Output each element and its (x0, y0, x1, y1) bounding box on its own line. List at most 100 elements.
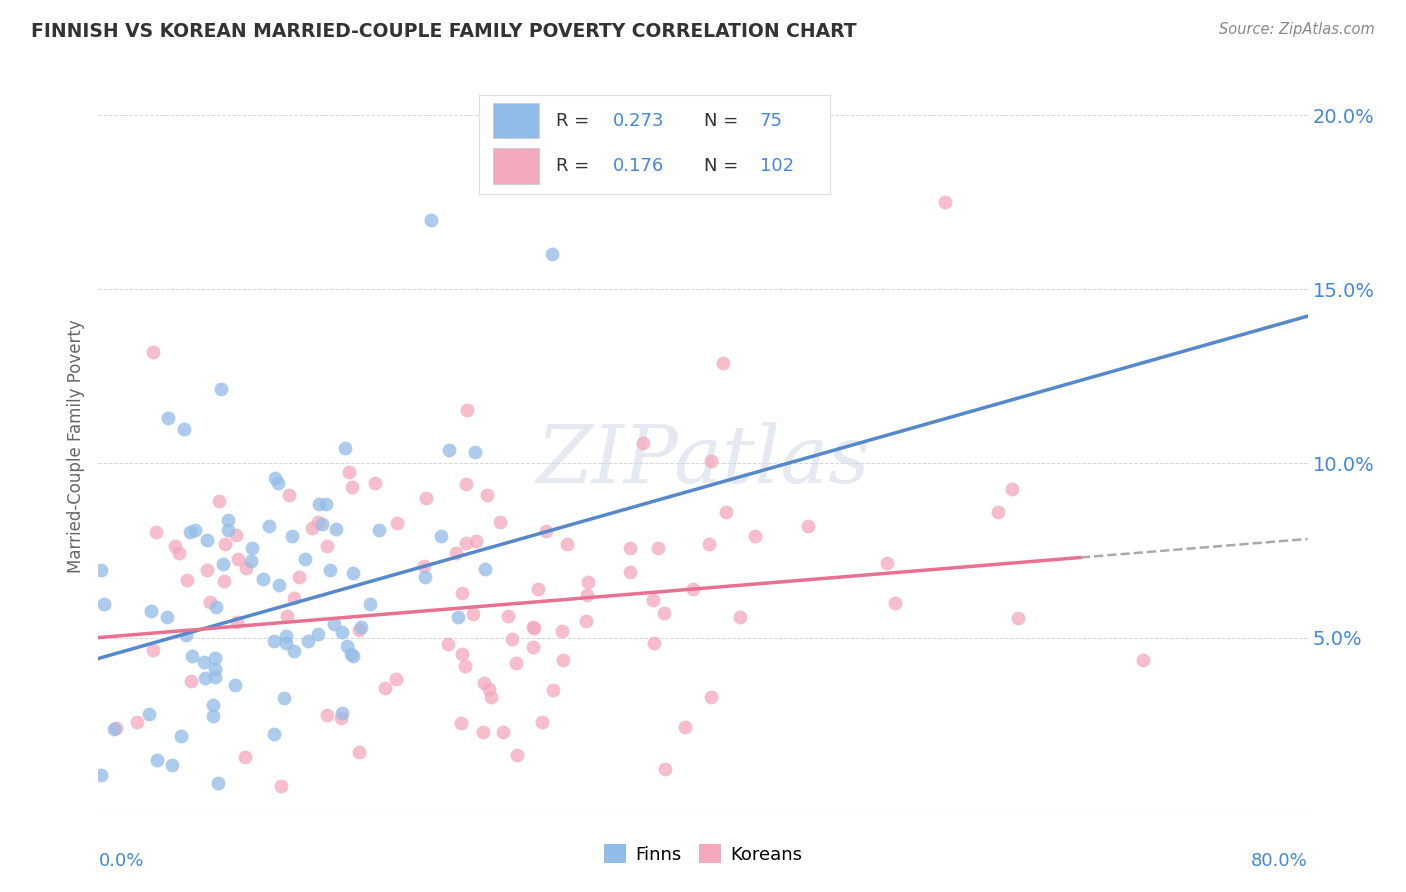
Point (454, 659, 477, 673)
Point (330, 706, 353, 720)
Point (270, 780, 292, 794)
Point (415, 491, 437, 505)
Point (297, 633, 319, 648)
Point (413, 570, 436, 584)
Point (464, 445, 486, 459)
Point (173, 422, 195, 436)
Point (673, 720, 696, 734)
Text: ZIPatlas: ZIPatlas (536, 422, 870, 500)
Point (283, 591, 305, 606)
Point (478, 681, 501, 696)
Point (163, 539, 186, 553)
Text: 80.0%: 80.0% (1251, 852, 1308, 870)
Point (257, 519, 280, 533)
Point (364, 475, 387, 490)
Point (505, 656, 527, 670)
Point (193, 655, 215, 669)
Point (619, 541, 641, 555)
Point (430, 529, 453, 543)
Point (179, 524, 201, 539)
Point (347, 745, 370, 759)
Point (349, 620, 371, 634)
Point (797, 519, 820, 533)
Point (195, 563, 218, 577)
Point (208, 493, 231, 508)
Point (574, 615, 596, 629)
Point (288, 569, 311, 583)
Point (204, 670, 226, 684)
Point (522, 620, 544, 634)
Point (1007, 611, 1029, 625)
Point (330, 711, 353, 725)
Point (145, 752, 167, 766)
Point (876, 556, 898, 570)
Point (420, 212, 443, 227)
Point (301, 521, 323, 535)
Text: FINNISH VS KOREAN MARRIED-COUPLE FAMILY POVERTY CORRELATION CHART: FINNISH VS KOREAN MARRIED-COUPLE FAMILY … (31, 22, 856, 41)
Point (506, 748, 529, 763)
Point (184, 523, 207, 537)
Point (692, 161, 714, 175)
Point (527, 582, 550, 596)
Point (491, 724, 513, 739)
Point (273, 690, 295, 705)
Point (283, 644, 305, 658)
Point (316, 539, 339, 553)
Point (551, 624, 574, 638)
Point (536, 524, 558, 538)
Point (307, 515, 329, 529)
Point (269, 578, 291, 592)
Y-axis label: Married-Couple Family Poverty: Married-Couple Family Poverty (67, 319, 86, 573)
Point (714, 505, 737, 519)
Point (145, 524, 167, 539)
Point (447, 610, 470, 624)
Point (456, 402, 478, 417)
Point (90, 563, 112, 577)
Point (308, 497, 330, 511)
Point (643, 636, 665, 650)
Point (318, 564, 340, 578)
Point (450, 715, 472, 730)
Point (374, 681, 396, 695)
Point (235, 561, 257, 575)
Point (307, 627, 329, 641)
Point (1001, 483, 1024, 497)
Point (451, 647, 474, 661)
Point (204, 600, 226, 615)
Point (156, 609, 179, 624)
Point (104, 721, 127, 735)
Point (125, 715, 148, 730)
Point (294, 551, 316, 566)
Point (198, 595, 221, 609)
Point (728, 609, 751, 624)
Point (267, 475, 290, 490)
Point (93, 597, 115, 611)
Point (160, 757, 183, 772)
Point (472, 676, 495, 690)
Point (359, 597, 381, 611)
Point (541, 683, 564, 698)
Point (496, 609, 519, 624)
Point (576, 574, 599, 589)
Point (456, 476, 478, 491)
Point (226, 552, 249, 566)
Point (311, 516, 333, 531)
Point (697, 537, 720, 551)
Point (204, 662, 226, 676)
Point (276, 608, 298, 623)
Point (233, 750, 256, 764)
Point (451, 585, 474, 599)
Point (744, 529, 766, 543)
Legend: Finns, Koreans: Finns, Koreans (598, 838, 808, 871)
Point (342, 566, 364, 581)
Point (551, 652, 574, 666)
Point (464, 534, 486, 549)
Point (174, 628, 197, 642)
Point (212, 557, 235, 571)
Point (340, 647, 363, 661)
Point (633, 436, 655, 450)
Point (170, 729, 193, 743)
Point (619, 565, 641, 579)
Point (315, 497, 337, 511)
Point (156, 411, 179, 425)
